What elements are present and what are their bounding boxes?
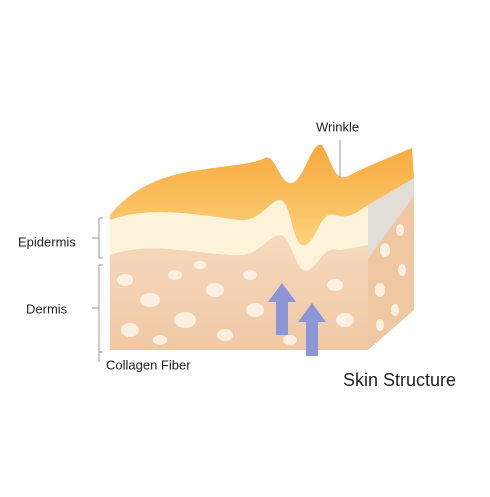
- arrow-up: [268, 283, 296, 335]
- collagen-label: Collagen Fiber: [106, 357, 191, 372]
- wrinkle-label: Wrinkle: [316, 119, 359, 134]
- dermis-label: Dermis: [26, 301, 68, 316]
- skin-surface: [110, 144, 414, 246]
- epidermis-label: Epidermis: [18, 234, 76, 249]
- diagram-title: Skin Structure: [343, 370, 456, 390]
- skin-block: [110, 144, 414, 356]
- epidermis-bracket: [92, 217, 103, 259]
- epidermis-layer: [110, 200, 368, 271]
- dermis-bracket: [92, 264, 103, 353]
- arrow-up: [298, 303, 326, 356]
- side-epidermis: [368, 178, 414, 258]
- collagen-fibers: [117, 224, 406, 345]
